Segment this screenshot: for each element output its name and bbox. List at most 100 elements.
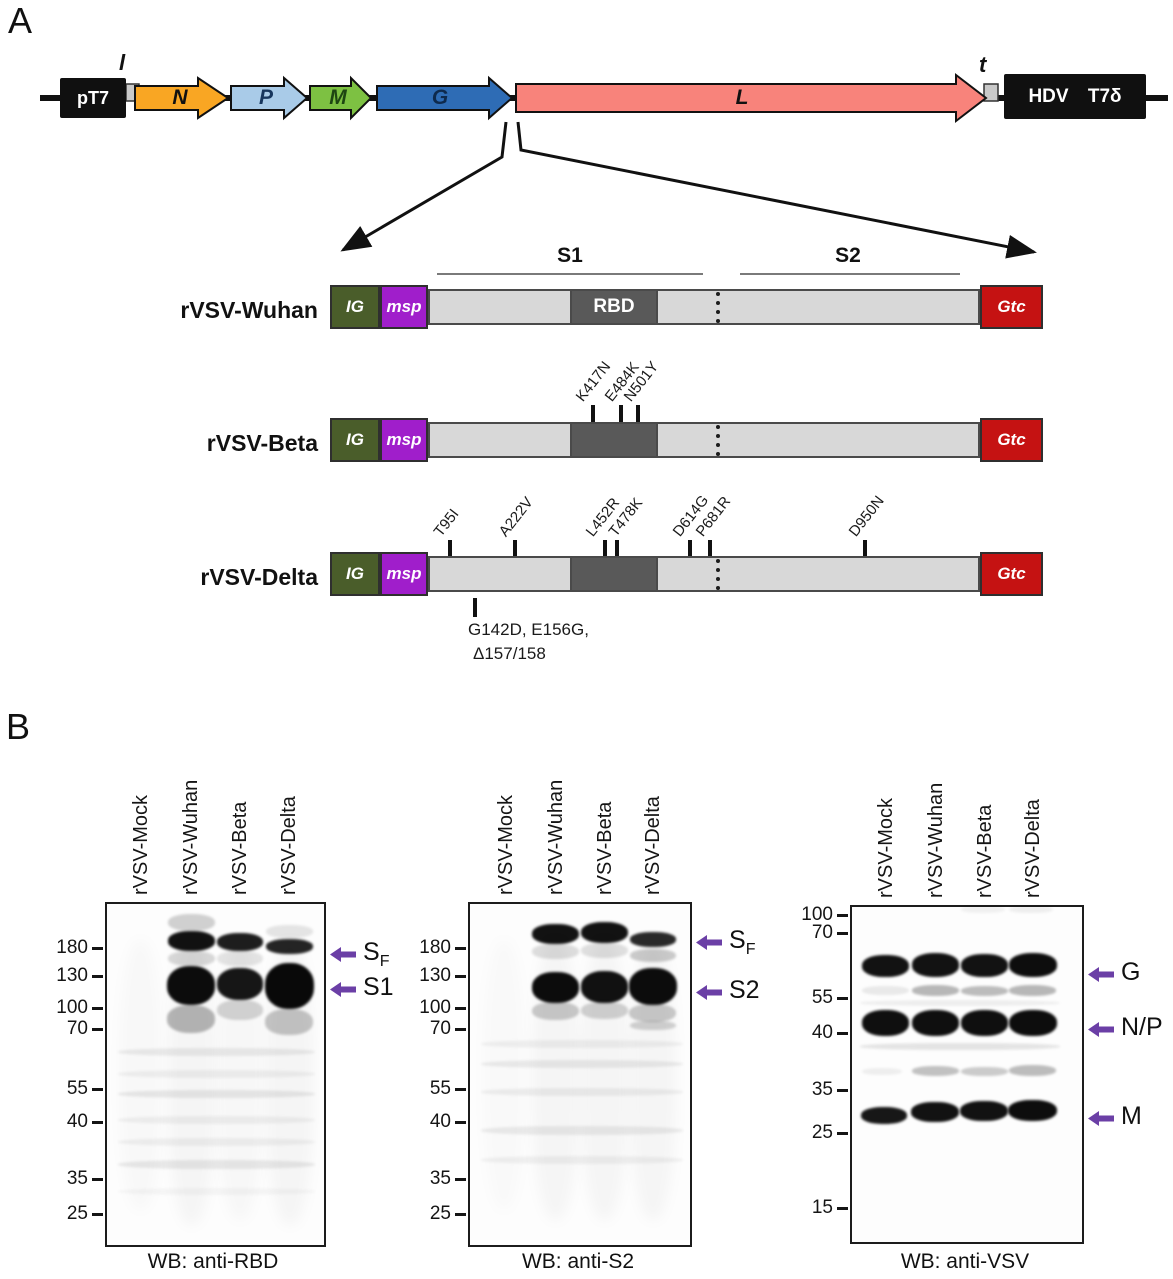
blot-band — [483, 940, 525, 1210]
hdv-label: HDV T7δ — [1028, 85, 1122, 107]
blot-band — [629, 1004, 676, 1022]
blot-band — [266, 925, 313, 938]
blot-band — [861, 1107, 907, 1124]
msp-segment: msp — [380, 418, 428, 462]
rbd-label: RBD — [593, 296, 635, 317]
blot-band — [860, 1000, 1060, 1006]
panel-a-label: A — [8, 0, 33, 41]
ig-label: IG — [346, 297, 364, 316]
blot-band — [581, 943, 628, 958]
blot-band — [862, 1068, 902, 1075]
blot-anti-rbd — [105, 902, 326, 1247]
blot-band — [481, 1126, 683, 1135]
mw-marker: 100 — [45, 996, 103, 1020]
left-arrow-icon — [1088, 1111, 1114, 1126]
pt7-label: pT7 — [76, 87, 109, 108]
mw-marker: 55 — [790, 986, 848, 1010]
mw-marker: 180 — [408, 936, 466, 960]
ig-segment: IG — [330, 552, 380, 596]
blot-band — [581, 1002, 628, 1019]
blot-band — [266, 940, 314, 1225]
blot-band — [118, 1160, 315, 1169]
mw-marker: 55 — [45, 1077, 103, 1101]
msp-segment: msp — [380, 552, 428, 596]
marker-tick — [455, 1120, 466, 1124]
mw-marker: 35 — [408, 1167, 466, 1191]
mw-marker: 55 — [408, 1077, 466, 1101]
blot-band — [265, 963, 314, 1009]
leader-label: l — [119, 50, 126, 75]
mw-marker: 40 — [790, 1021, 848, 1045]
blot-band — [1009, 985, 1056, 996]
blot-band — [862, 1010, 909, 1036]
marker-tick — [837, 913, 848, 917]
gtc-label: Gtc — [997, 430, 1026, 449]
spike-bar — [428, 556, 980, 592]
blot-band — [1008, 1100, 1057, 1121]
gtc-label: Gtc — [997, 297, 1026, 316]
blot-band — [532, 944, 579, 959]
rbd-segment: RBD — [570, 289, 658, 325]
gtc-segment: Gtc — [980, 285, 1043, 329]
band-pointer-s1: S1 — [330, 973, 394, 1006]
blot-band — [481, 1040, 683, 1048]
blot-band — [532, 940, 579, 1220]
mw-marker: 35 — [45, 1167, 103, 1191]
marker-tick — [455, 1177, 466, 1181]
blot-band — [119, 940, 162, 1210]
blot-band — [961, 1067, 1008, 1076]
blot-band — [862, 955, 909, 977]
gene-g-label: G — [431, 86, 449, 109]
marker-tick — [837, 1206, 848, 1210]
mw-marker: 100 — [408, 996, 466, 1020]
gene-l-label: L — [735, 86, 749, 109]
lane-label: rVSV-Wuhan — [925, 782, 947, 898]
mw-marker: 130 — [408, 964, 466, 988]
mw-marker: 25 — [45, 1202, 103, 1226]
band-pointer-np: N/P — [1088, 1013, 1163, 1046]
mw-marker: 180 — [45, 936, 103, 960]
trailer-box — [983, 83, 999, 102]
lane-label: rVSV-Beta — [229, 801, 251, 895]
left-arrow-icon — [696, 985, 722, 1000]
left-arrow-icon — [330, 947, 356, 962]
marker-tick — [92, 1027, 103, 1031]
blot-band — [1009, 953, 1057, 977]
s2-region-label: S2 — [835, 244, 861, 267]
genome-schematic — [40, 72, 1168, 617]
ig-segment: IG — [330, 418, 380, 462]
mw-marker: 40 — [45, 1110, 103, 1134]
marker-tick — [92, 1087, 103, 1091]
blot-anti-s2 — [468, 902, 692, 1247]
mw-marker: 130 — [45, 964, 103, 988]
spike-ellipsis — [716, 425, 720, 456]
ig-segment: IG — [330, 285, 380, 329]
blot-band — [581, 922, 628, 943]
blot-band — [912, 1066, 959, 1076]
marker-tick — [455, 1027, 466, 1031]
blot-band — [217, 951, 263, 966]
lane-label: rVSV-Delta — [1022, 799, 1044, 898]
blot-band — [118, 1090, 315, 1098]
lane-label: rVSV-Wuhan — [545, 779, 567, 895]
blot-band — [532, 924, 579, 944]
marker-tick — [92, 1120, 103, 1124]
hdv-box: HDV T7δ — [1004, 74, 1146, 119]
lane-label: rVSV-Wuhan — [180, 779, 202, 895]
marker-tick — [455, 946, 466, 950]
blot-band — [960, 1101, 1008, 1121]
blot-band — [961, 986, 1008, 996]
blot-band — [912, 985, 959, 996]
blot-band — [961, 1010, 1008, 1036]
lane-label: rVSV-Delta — [642, 796, 664, 895]
blot-band — [912, 1010, 959, 1036]
blot-band — [167, 1005, 215, 1033]
mw-marker: 100 — [790, 903, 848, 927]
blot-band — [167, 966, 215, 1005]
blot-caption: WB: anti-S2 — [521, 1250, 635, 1273]
gene-n-label: N — [172, 86, 188, 109]
lane-label: rVSV-Beta — [974, 804, 996, 898]
marker-tick — [92, 974, 103, 978]
blot-band — [630, 1021, 676, 1030]
